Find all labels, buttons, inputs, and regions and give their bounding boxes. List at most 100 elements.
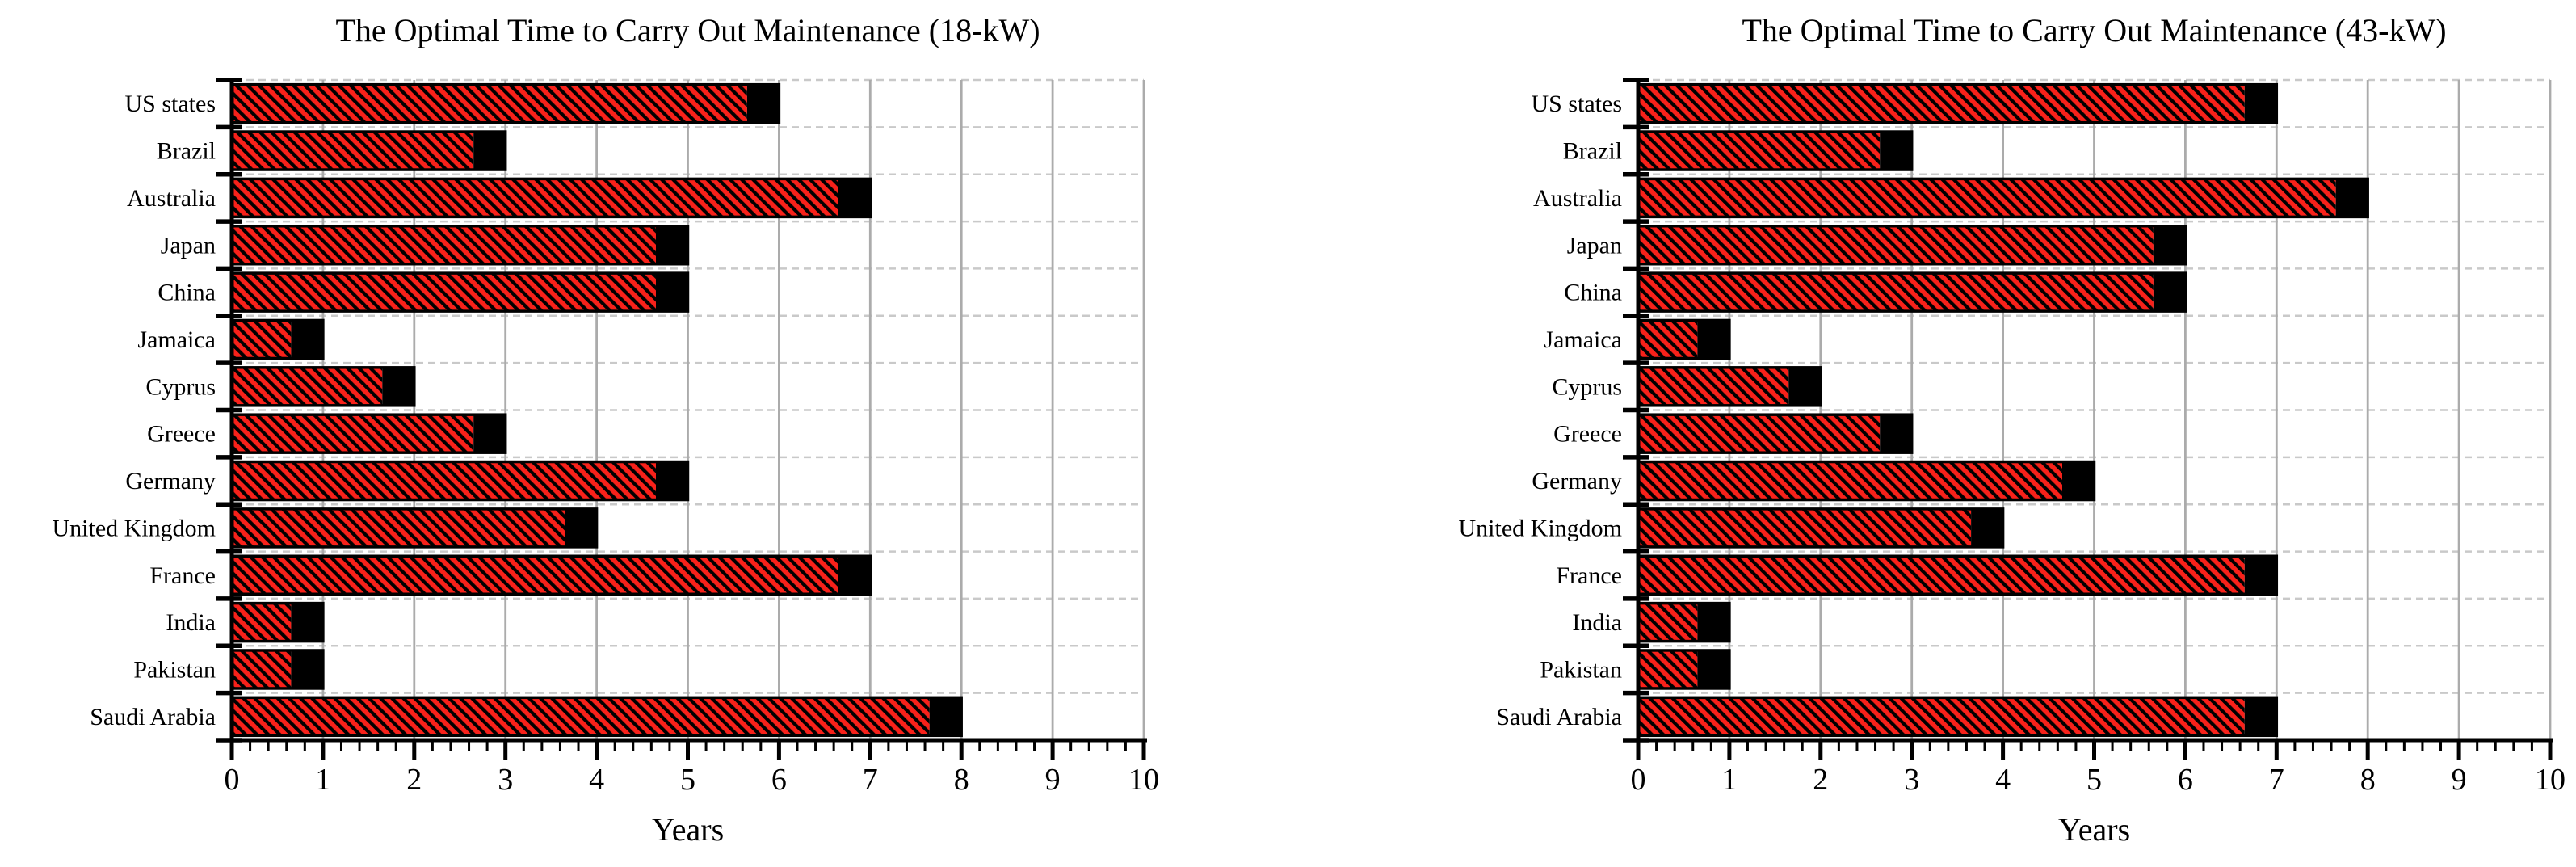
x-tick-label: 10 <box>2535 763 2565 797</box>
x-tick-label: 6 <box>771 763 787 797</box>
category-label: France <box>149 562 216 589</box>
bar-hatched-segment <box>1638 461 2062 500</box>
category-label: Germany <box>125 468 216 495</box>
category-label: Saudi Arabia <box>90 704 216 730</box>
bar-hatched-segment <box>1638 273 2154 312</box>
bar-cap-segment <box>838 556 871 595</box>
bar-cap-segment <box>291 650 323 688</box>
category-label: Japan <box>1567 232 1622 259</box>
bar-cap-segment <box>655 461 688 500</box>
category-label: Cyprus <box>1552 373 1622 400</box>
x-tick-label: 7 <box>2269 763 2284 797</box>
bar-cap-segment <box>1697 320 1729 359</box>
category-label: Greece <box>1553 421 1622 448</box>
category-label: India <box>166 609 216 636</box>
x-tick-label: 8 <box>2360 763 2376 797</box>
bar-cap-segment <box>565 508 597 547</box>
x-tick-label: 2 <box>406 763 422 797</box>
bar-hatched-segment <box>232 84 747 123</box>
x-axis-label-18kw: Years <box>651 811 725 848</box>
x-tick-label: 3 <box>498 763 513 797</box>
bar-hatched-segment <box>1638 603 1698 642</box>
bar-cap-segment <box>2244 84 2277 123</box>
x-tick-label: 9 <box>2452 763 2467 797</box>
bar-cap-segment <box>1880 415 1912 453</box>
x-tick-label: 0 <box>225 763 240 797</box>
bar-hatched-segment <box>232 179 838 217</box>
category-label: US states <box>1532 90 1623 117</box>
category-label: Saudi Arabia <box>1496 704 1622 730</box>
category-label: United Kingdom <box>53 515 216 541</box>
category-label: Brazil <box>1563 138 1622 165</box>
category-label: China <box>1564 280 1622 306</box>
x-tick-label: 6 <box>2178 763 2193 797</box>
bar-hatched-segment <box>232 650 292 688</box>
bar-hatched-segment <box>1638 650 1698 688</box>
x-tick-label: 8 <box>954 763 969 797</box>
bar-hatched-segment <box>232 556 838 595</box>
x-tick-label: 0 <box>1631 763 1646 797</box>
chart-title-18kw: The Optimal Time to Carry Out Maintenanc… <box>335 12 1040 48</box>
x-tick-label: 2 <box>1813 763 1828 797</box>
bar-cap-segment <box>1697 650 1729 688</box>
bar-cap-segment <box>838 179 871 217</box>
bar-cap-segment <box>2244 556 2277 595</box>
bar-hatched-segment <box>232 508 565 547</box>
bar-hatched-segment <box>1638 367 1789 406</box>
chart-plot-18kw: 0 1 2 3 4 5 6 7 8 9 10 US states Brazil Australia Japa… <box>53 78 1159 797</box>
category-label: China <box>158 280 216 306</box>
bar-hatched-segment <box>1638 179 2336 217</box>
x-tick-label: 5 <box>680 763 695 797</box>
category-label: Australia <box>127 185 216 212</box>
category-label: Jamaica <box>1544 326 1622 353</box>
x-axis-label-43kw: Years <box>2057 811 2131 848</box>
bar-hatched-segment <box>1638 320 1698 359</box>
bar-cap-segment <box>2153 273 2186 312</box>
bar-hatched-segment <box>1638 556 2245 595</box>
bar-cap-segment <box>291 320 323 359</box>
chart-plot-43kw: 0 1 2 3 4 5 6 7 8 9 10 US states Brazil Australia Japa… <box>1459 78 2565 797</box>
bar-cap-segment <box>2153 225 2186 264</box>
category-label: India <box>1572 609 1622 636</box>
x-tick-label: 4 <box>1995 763 2011 797</box>
bar-cap-segment <box>1971 508 2003 547</box>
bar-cap-segment <box>2244 697 2277 736</box>
category-label: United Kingdom <box>1459 515 1623 541</box>
bar-hatched-segment <box>1638 84 2245 123</box>
category-label: Greece <box>147 421 216 448</box>
bar-cap-segment <box>1788 367 1821 406</box>
bar-hatched-segment <box>232 320 292 359</box>
bar-cap-segment <box>655 273 688 312</box>
bar-cap-segment <box>929 697 962 736</box>
bar-cap-segment <box>2335 179 2368 217</box>
category-label: Brazil <box>157 138 216 165</box>
category-label: Pakistan <box>133 656 216 683</box>
bar-cap-segment <box>2061 461 2095 500</box>
category-label: France <box>1556 562 1622 589</box>
category-label: Pakistan <box>1540 656 1622 683</box>
x-tick-label: 1 <box>1721 763 1737 797</box>
bar-cap-segment <box>473 132 506 170</box>
chart-43kw: The Optimal Time to Carry Out Maintenanc… <box>1406 0 2576 867</box>
bar-hatched-segment <box>1638 225 2154 264</box>
x-tick-label: 9 <box>1045 763 1061 797</box>
bar-hatched-segment <box>1638 508 1972 547</box>
bar-hatched-segment <box>232 603 292 642</box>
bar-cap-segment <box>655 225 688 264</box>
bar-cap-segment <box>291 603 323 642</box>
bar-cap-segment <box>1880 132 1912 170</box>
x-tick-label: 1 <box>315 763 330 797</box>
category-label: Cyprus <box>145 373 216 400</box>
category-label: Japan <box>161 232 216 259</box>
bar-hatched-segment <box>232 697 930 736</box>
bar-hatched-segment <box>1638 697 2245 736</box>
bar-cap-segment <box>746 84 780 123</box>
bar-cap-segment <box>382 367 414 406</box>
category-label: US states <box>125 90 216 117</box>
bar-cap-segment <box>1697 603 1729 642</box>
x-tick-label: 3 <box>1904 763 1919 797</box>
bar-cap-segment <box>473 415 506 453</box>
bar-hatched-segment <box>232 367 383 406</box>
bar-hatched-segment <box>232 273 656 312</box>
chart-title-43kw: The Optimal Time to Carry Out Maintenanc… <box>1742 12 2447 48</box>
